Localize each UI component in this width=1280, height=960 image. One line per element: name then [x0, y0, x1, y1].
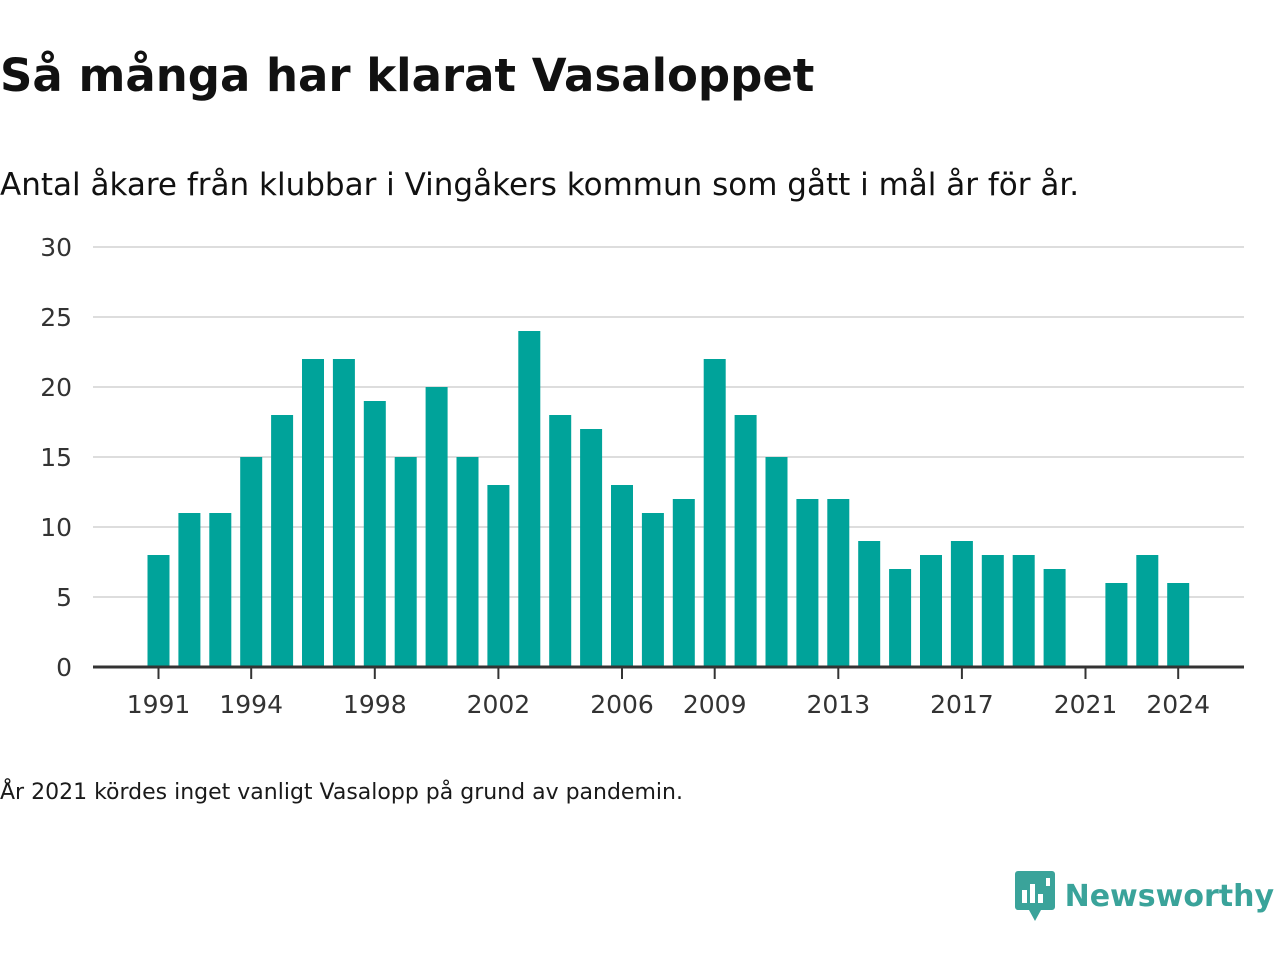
- x-axis: 1991 1994 1998 2002 2006 2009 2013 2017 2021 2024: [93, 667, 1244, 719]
- y-tick-label: 15: [40, 443, 72, 472]
- bar: [209, 513, 231, 667]
- x-tick-label: 2006: [590, 690, 654, 719]
- newsworthy-logo-icon: [1015, 870, 1055, 922]
- bar-chart: 0 5 10 15 20 25 30 1991 1994 1998 2002 2006 2009 201…: [0, 222, 1280, 742]
- x-tick-label: 2021: [1054, 690, 1118, 719]
- bar: [951, 541, 973, 667]
- x-tick-label: 1998: [343, 690, 407, 719]
- bar: [735, 415, 757, 667]
- bar: [487, 485, 509, 667]
- chart-title: Så många har klarat Vasaloppet: [0, 46, 814, 106]
- bar: [673, 499, 695, 667]
- bar: [611, 485, 633, 667]
- x-tick-label: 1991: [127, 690, 191, 719]
- gridlines: [93, 247, 1244, 597]
- y-tick-label: 0: [56, 653, 72, 682]
- bars: [148, 331, 1190, 667]
- brand-logo: Newsworthy: [1015, 868, 1274, 924]
- bar: [148, 555, 170, 667]
- bar: [1013, 555, 1035, 667]
- x-tick-label: 1994: [219, 690, 283, 719]
- bar: [518, 331, 540, 667]
- x-tick-label: 2017: [930, 690, 994, 719]
- bar: [827, 499, 849, 667]
- bar: [271, 415, 293, 667]
- bar: [395, 457, 417, 667]
- bar: [704, 359, 726, 667]
- brand-name: Newsworthy: [1065, 879, 1274, 914]
- bar: [549, 415, 571, 667]
- x-tick-label: 2009: [683, 690, 747, 719]
- bar: [766, 457, 788, 667]
- y-tick-label: 30: [40, 233, 72, 262]
- bar: [333, 359, 355, 667]
- bar: [364, 401, 386, 667]
- x-tick-label: 2002: [467, 690, 531, 719]
- bar: [457, 457, 479, 667]
- y-tick-label: 20: [40, 373, 72, 402]
- y-axis-labels: 0 5 10 15 20 25 30: [40, 233, 72, 682]
- bar: [1105, 583, 1127, 667]
- bar: [426, 387, 448, 667]
- y-tick-label: 25: [40, 303, 72, 332]
- footnote: År 2021 kördes inget vanligt Vasalopp på…: [0, 777, 683, 809]
- bar: [240, 457, 262, 667]
- bar: [178, 513, 200, 667]
- y-tick-label: 5: [56, 583, 72, 612]
- x-tick-label: 2013: [806, 690, 870, 719]
- bar: [302, 359, 324, 667]
- bar: [982, 555, 1004, 667]
- bar: [1167, 583, 1189, 667]
- bar: [889, 569, 911, 667]
- bar: [1044, 569, 1066, 667]
- bar: [1136, 555, 1158, 667]
- bar: [796, 499, 818, 667]
- bar: [642, 513, 664, 667]
- bar: [858, 541, 880, 667]
- y-tick-label: 10: [40, 513, 72, 542]
- bar: [920, 555, 942, 667]
- x-tick-label: 2024: [1146, 690, 1210, 719]
- chart-subtitle: Antal åkare från klubbar i Vingåkers kom…: [0, 162, 1079, 208]
- bar: [580, 429, 602, 667]
